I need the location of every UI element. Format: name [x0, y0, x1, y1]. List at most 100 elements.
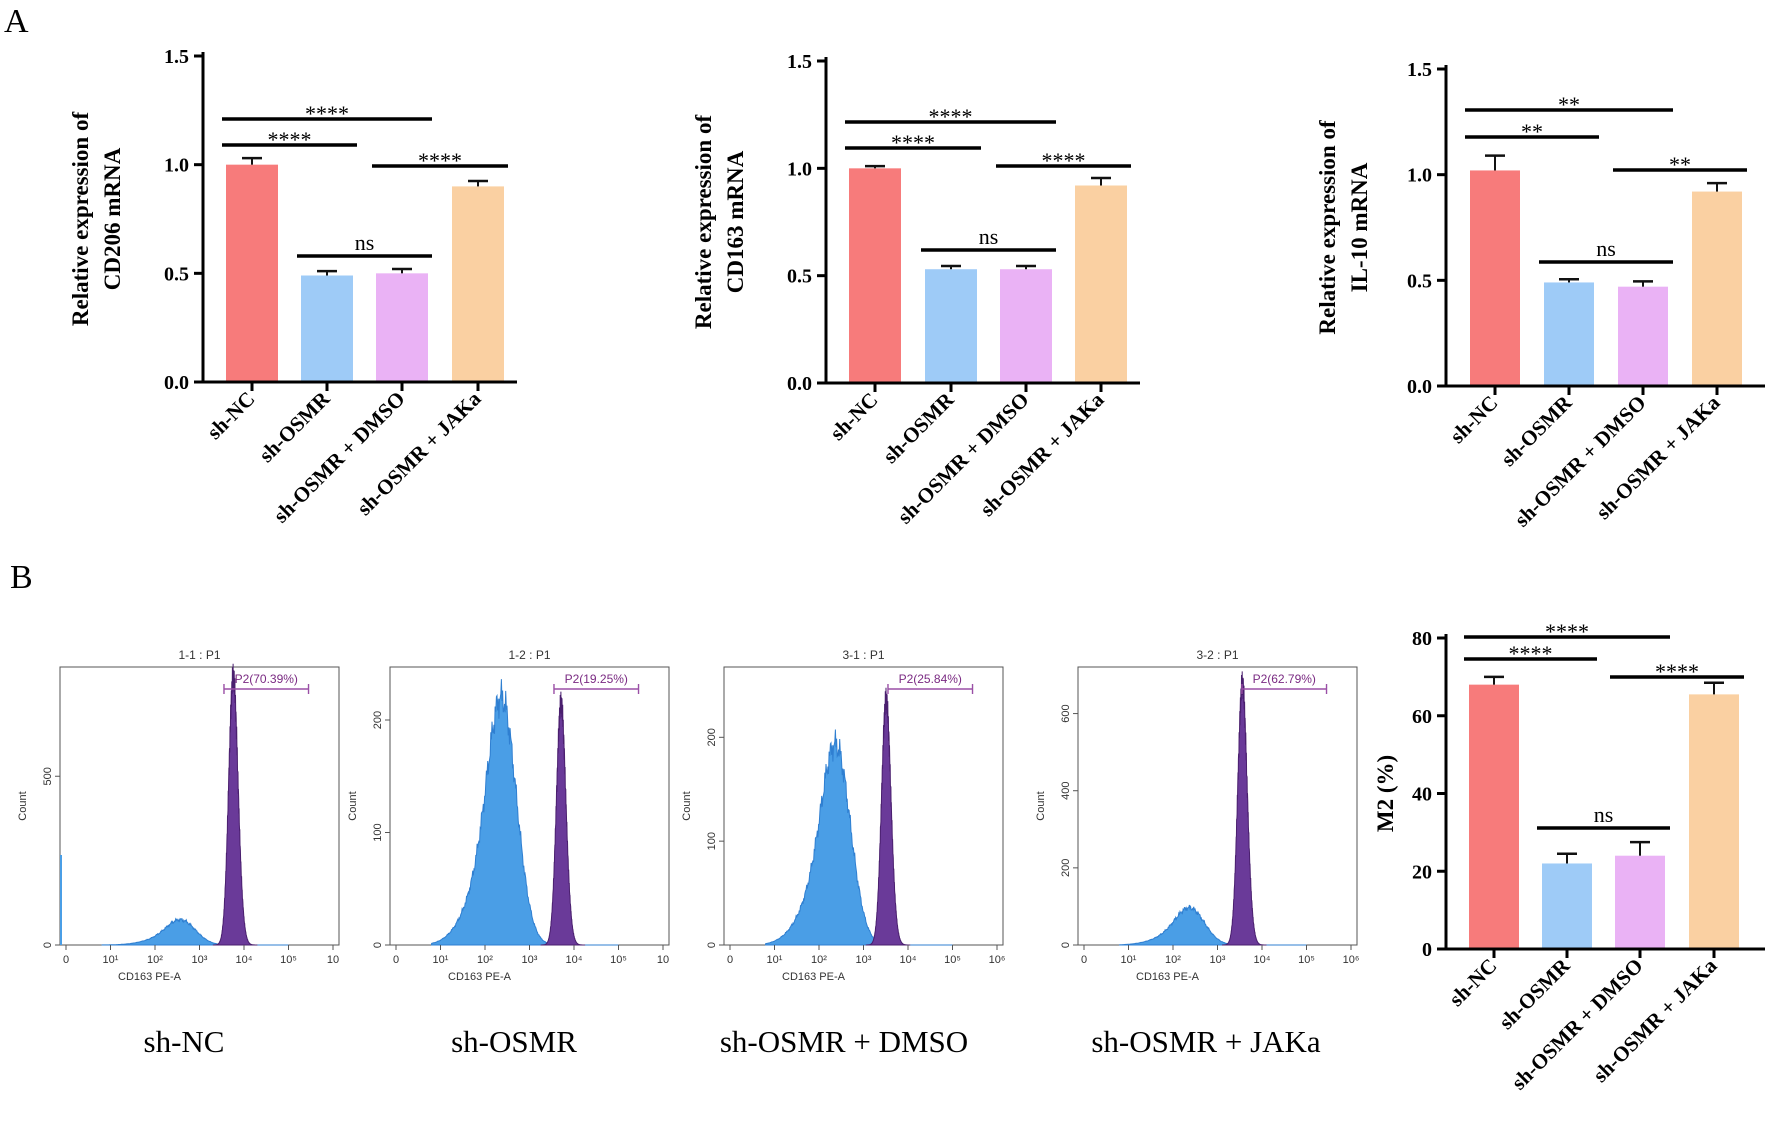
x-tick-label: sh-OSMR + JAKa — [1591, 390, 1725, 524]
gate-label: P2(62.79%) — [1253, 672, 1316, 686]
y-tick-label: 60 — [1412, 706, 1432, 728]
significance-label: **** — [929, 104, 973, 129]
panel-letter-a: A — [4, 3, 29, 40]
y-axis-label: Count — [347, 791, 359, 820]
y-axis-label: Relative expression of CD163 mRNA — [691, 115, 748, 330]
bar-il10-1 — [1544, 282, 1594, 386]
x-tick-label: sh-NC — [1444, 954, 1501, 1011]
y-axis-label-line: CD206 mRNA — [100, 147, 125, 290]
y-tick-label: 1.5 — [787, 51, 812, 73]
significance-label: **** — [1545, 619, 1589, 644]
x-tick-label: 10 — [657, 954, 669, 966]
flow-histogram-3: P2(25.84%) 3-1 : P1 0 10¹ 10² 10³ 10⁴ 10⁵ 10⁶ CD1… — [681, 648, 1005, 1059]
x-tick-label: sh-OSMR + DMSO — [1510, 391, 1651, 532]
y-tick-label: 0.0 — [787, 373, 812, 395]
bar-cd163-1 — [925, 269, 977, 383]
significance-label: **** — [891, 130, 935, 155]
y-tick-label: 0.5 — [787, 266, 812, 288]
x-tick-label: 10⁵ — [944, 954, 961, 966]
flow-plot-title: 1-2 : P1 — [508, 648, 550, 662]
y-tick-label: 1.0 — [1407, 165, 1432, 187]
bar-cd206-1 — [301, 275, 353, 382]
flow-plot-title: 3-1 : P1 — [842, 648, 884, 662]
x-tick-label: 10¹ — [103, 954, 119, 966]
population-blue-area — [765, 729, 953, 946]
y-axis-label-line: CD163 mRNA — [723, 150, 748, 293]
flow-histogram-4: P2(62.79%) 3-2 : P1 0 10¹ 10² 10³ 10⁴ 10⁵ 10⁶ CD1… — [1035, 648, 1359, 1059]
bar-il10-0 — [1470, 170, 1520, 386]
y-tick-label: 0.5 — [1407, 270, 1432, 292]
y-axis-label-line: Relative expression of — [68, 112, 93, 327]
x-tick-label: 10⁵ — [1298, 954, 1315, 966]
x-tick-label: sh-OSMR + DMSO — [1507, 954, 1648, 1095]
y-tick-label: 80 — [1412, 628, 1432, 650]
y-tick-label: 0 — [372, 942, 384, 948]
bar-m2-2 — [1615, 855, 1665, 949]
y-tick-label: 1.0 — [787, 158, 812, 180]
x-tick-label: 10³ — [856, 954, 872, 966]
y-tick-label: 0.5 — [164, 263, 189, 285]
x-tick-label: 10⁴ — [236, 954, 253, 966]
flow-histogram-1: P2(70.39%) 1-1 : P1 0 10¹ 10² 10³ 10⁴ 10⁵ 10 CD16… — [17, 648, 340, 1059]
flow-plot-title: 1-1 : P1 — [178, 648, 220, 662]
x-tick-label: sh-OSMR + DMSO — [269, 387, 410, 528]
x-tick-label: sh-NC — [1445, 391, 1502, 448]
x-tick-label: 10⁵ — [610, 954, 627, 966]
bar-il10-3 — [1692, 191, 1742, 386]
x-tick-label: 10³ — [522, 954, 538, 966]
y-tick-label: 0 — [706, 942, 718, 948]
y-tick-label: 200 — [372, 711, 384, 729]
x-tick-label: sh-OSMR + DMSO — [893, 388, 1034, 529]
significance-label: ns — [1596, 236, 1616, 261]
gate-label: P2(19.25%) — [565, 672, 628, 686]
significance-label: **** — [1509, 641, 1553, 666]
significance-label: ** — [1558, 92, 1580, 117]
plot-frame — [723, 666, 1004, 946]
y-tick-label: 200 — [1060, 859, 1072, 877]
significance-label: **** — [268, 127, 312, 152]
x-tick-label: 10² — [477, 954, 493, 966]
x-tick-label: 0 — [63, 954, 69, 966]
bar-m2-3 — [1689, 694, 1739, 949]
x-axis-label: CD163 PE-A — [448, 971, 512, 983]
flow-caption: sh-OSMR + JAKa — [1091, 1024, 1321, 1059]
y-axis-label: Relative expression of IL-10 mRNA — [1315, 120, 1372, 335]
x-tick-label: 10⁶ — [989, 954, 1006, 966]
flow-histogram-2: P2(19.25%) 1-2 : P1 0 10¹ 10² 10³ 10⁴ 10⁵ 10 CD16… — [347, 648, 670, 1059]
y-tick-label: 100 — [372, 823, 384, 841]
population-purple-area — [1221, 671, 1267, 946]
x-tick-label: sh-OSMR + JAKa — [975, 387, 1109, 521]
y-tick-label: 100 — [706, 832, 718, 850]
x-tick-label: 10 — [327, 954, 339, 966]
bar-cd163-0 — [849, 168, 901, 383]
x-tick-label: 10⁴ — [900, 954, 917, 966]
x-tick-label: 10¹ — [767, 954, 783, 966]
x-tick-label: 10² — [811, 954, 827, 966]
y-tick-label: 1.5 — [1407, 59, 1432, 81]
population-blue-area — [1119, 904, 1307, 946]
x-tick-label: 10⁴ — [1254, 954, 1271, 966]
panel-letter-b: B — [10, 559, 33, 596]
x-axis-label: CD163 PE-A — [1136, 971, 1200, 983]
flow-caption: sh-OSMR + DMSO — [720, 1024, 968, 1059]
x-tick-label: sh-NC — [202, 387, 259, 444]
plot-frame — [59, 666, 340, 946]
y-axis-label: M2 (%) — [1373, 755, 1398, 832]
y-tick-label: 1.0 — [164, 155, 189, 177]
y-tick-label: 20 — [1412, 861, 1432, 883]
y-tick-label: 500 — [42, 767, 54, 785]
y-tick-label: 0 — [1060, 942, 1072, 948]
y-tick-label: 1.5 — [164, 46, 189, 68]
significance-label: **** — [305, 101, 349, 126]
gate-label: P2(25.84%) — [899, 672, 962, 686]
flow-caption: sh-NC — [144, 1024, 225, 1059]
bar-cd163-2 — [1000, 269, 1052, 383]
bar-m2-1 — [1542, 863, 1592, 949]
x-tick-label: 10¹ — [433, 954, 449, 966]
x-tick-label: 0 — [1081, 954, 1087, 966]
x-tick-label: 10³ — [1210, 954, 1226, 966]
x-tick-label: 10⁵ — [280, 954, 297, 966]
